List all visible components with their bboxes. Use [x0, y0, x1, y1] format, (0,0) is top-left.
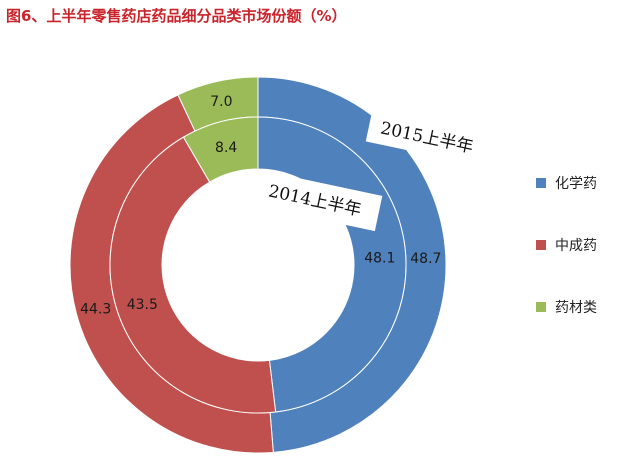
series-callout-box-outer	[365, 108, 489, 166]
legend-item-herbal: 药材类	[536, 296, 597, 318]
legend-label-chemical: 化学药	[555, 176, 597, 192]
legend-swatch-chemical	[536, 178, 546, 188]
outer-value-label-tcm: 44.3	[80, 301, 111, 317]
chart-title: 图6、上半年零售药店药品细分品类市场份额（%）	[6, 7, 347, 25]
legend-swatch-tcm	[536, 240, 546, 250]
legend-label-tcm: 中成药	[555, 238, 597, 254]
legend-label-herbal: 药材类	[555, 300, 597, 316]
legend: 化学药 中成药 药材类	[536, 172, 597, 358]
outer-value-label-herbal: 7.0	[210, 94, 232, 110]
inner-slice-herbal	[182, 116, 259, 183]
inner-value-label-tcm: 43.5	[127, 297, 158, 313]
legend-swatch-herbal	[536, 302, 546, 312]
series-callout-box-inner	[247, 168, 383, 232]
inner-value-label-herbal: 8.4	[215, 140, 237, 156]
inner-slice-tcm	[109, 136, 277, 414]
inner-value-label-chemical: 48.1	[364, 251, 395, 267]
outer-value-label-chemical: 48.7	[410, 251, 441, 267]
legend-item-tcm: 中成药	[536, 234, 597, 256]
legend-item-chemical: 化学药	[536, 172, 597, 194]
